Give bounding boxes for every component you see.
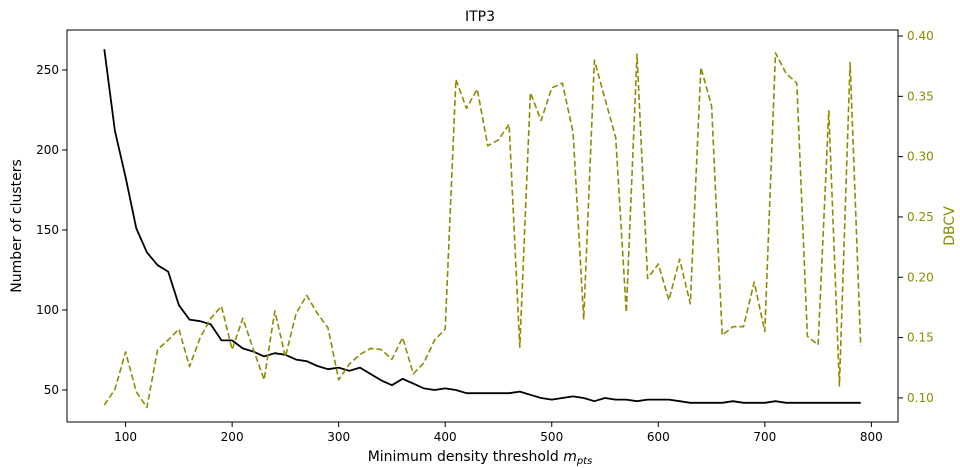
x-tick-label: 700 bbox=[753, 430, 776, 444]
y-right-tick-label: 0.15 bbox=[907, 331, 934, 345]
plot-area bbox=[103, 49, 862, 409]
y-right-tick-label: 0.25 bbox=[907, 210, 934, 224]
y-right-tick-label: 0.10 bbox=[907, 391, 934, 405]
y-left-tick-label: 50 bbox=[44, 383, 59, 397]
x-axis-label: Minimum density threshold mpts bbox=[368, 449, 593, 467]
y-right-tick-label: 0.40 bbox=[907, 29, 934, 43]
y-left-tick-label: 150 bbox=[36, 223, 59, 237]
y-left-tick-label: 250 bbox=[36, 63, 59, 77]
y-axis-right: 0.10 0.15 0.20 0.25 0.30 0.35 0.40 bbox=[898, 29, 934, 405]
x-tick-label: 400 bbox=[434, 430, 457, 444]
y-axis-left: 50 100 150 200 250 bbox=[36, 63, 67, 397]
x-tick-label: 300 bbox=[327, 430, 350, 444]
x-axis: 100 200 300 400 500 600 700 800 bbox=[114, 422, 883, 444]
y-left-tick-label: 200 bbox=[36, 143, 59, 157]
x-axis-label-main: Minimum density threshold bbox=[368, 449, 564, 465]
x-tick-label: 600 bbox=[647, 430, 670, 444]
y-right-tick-label: 0.20 bbox=[907, 270, 934, 284]
y-axis-right-label: DBCV bbox=[942, 206, 958, 246]
plot-frame bbox=[66, 29, 899, 423]
x-axis-label-math: m bbox=[563, 449, 577, 465]
y-right-tick-label: 0.30 bbox=[907, 150, 934, 164]
y-right-tick-label: 0.35 bbox=[907, 89, 934, 103]
x-tick-label: 800 bbox=[860, 430, 883, 444]
dbcv-line bbox=[103, 52, 862, 409]
x-tick-label: 500 bbox=[540, 430, 563, 444]
y-left-tick-label: 100 bbox=[36, 303, 59, 317]
x-tick-label: 100 bbox=[114, 430, 137, 444]
x-tick-label: 200 bbox=[221, 430, 244, 444]
x-axis-label-subscript: pts bbox=[576, 456, 592, 467]
y-axis-left-label: Number of clusters bbox=[9, 159, 25, 293]
chart-title: ITP3 bbox=[465, 9, 495, 25]
clusters-line bbox=[103, 49, 861, 404]
